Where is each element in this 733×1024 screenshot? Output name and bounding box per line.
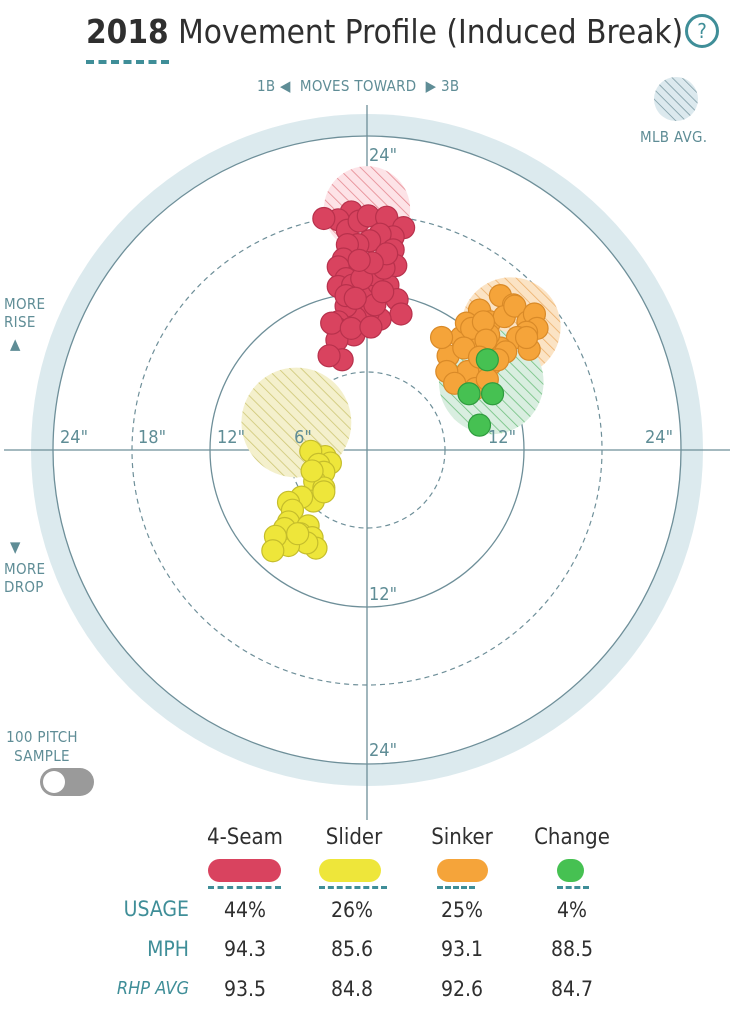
pitch-point-4seam-2 xyxy=(312,206,336,231)
pitch-point-change-3 xyxy=(467,413,492,437)
mlb-avg-label: MLB AVG. xyxy=(640,128,708,146)
pitch-point-sinker-21 xyxy=(514,325,539,350)
ring-labels: 24" 12" 24" 24" 18" 12" 6" 12" 24" xyxy=(60,145,673,761)
pitch-points xyxy=(261,200,549,563)
sample-label-line2: SAMPLE xyxy=(14,747,70,765)
direction-3b: 3B xyxy=(440,77,460,95)
more-drop-line2: DROP xyxy=(4,578,44,596)
title-year: 2018 xyxy=(86,12,169,51)
ring-label-left-18: 18" xyxy=(138,427,166,448)
triangle-left-icon: ◀ xyxy=(280,77,291,95)
cell-usage-slider: 26% xyxy=(331,898,373,922)
sample-toggle[interactable] xyxy=(40,768,94,796)
usage-bar-slider xyxy=(319,886,387,889)
pitch-point-sinker-5 xyxy=(503,294,527,318)
row-label-mph: MPH xyxy=(147,937,189,961)
sample-label-line1: 100 PITCH xyxy=(6,728,78,746)
chart-title: 2018 Movement Profile (Induced Break) xyxy=(86,12,683,51)
pitch-point-change-2 xyxy=(480,382,505,406)
pitch-point-slider-23 xyxy=(300,459,324,483)
row-label-usage: USAGE xyxy=(123,897,189,921)
pitch-point-4seam-22 xyxy=(389,302,413,326)
pitch-point-sinker-26 xyxy=(429,325,454,350)
cell-rhp-slider: 84.8 xyxy=(330,977,374,1001)
pitch-point-slider-19 xyxy=(286,522,310,546)
ring-label-right-12: 12" xyxy=(488,427,516,448)
ring-label-bottom-24: 24" xyxy=(369,740,397,761)
pitch-name-change: Change xyxy=(534,825,610,850)
pitch-point-slider-21 xyxy=(261,539,285,563)
cell-usage-sinker: 25% xyxy=(441,898,483,922)
help-icon[interactable]: ? xyxy=(685,14,719,48)
cell-mph-4seam: 94.3 xyxy=(223,937,267,961)
pitch-point-slider-22 xyxy=(312,480,336,504)
pill-change[interactable] xyxy=(557,859,584,882)
pitch-point-4seam-43 xyxy=(359,315,383,339)
ring-label-left-6: 6" xyxy=(294,427,312,448)
pill-4seam[interactable] xyxy=(208,859,281,882)
usage-bar-change xyxy=(557,886,589,889)
pitch-name-sinker: Sinker xyxy=(431,825,493,850)
ring-label-top: 24" xyxy=(369,145,397,166)
more-drop-line1: MORE xyxy=(4,560,46,578)
pitch-point-4seam-41 xyxy=(320,311,344,335)
title-text: Movement Profile (Induced Break) xyxy=(178,12,684,51)
pitch-point-4seam-39 xyxy=(371,280,395,304)
ring-label-bottom-12: 12" xyxy=(369,584,397,605)
mlb-avg-legend-swatch xyxy=(654,77,698,121)
more-rise-line2: RISE xyxy=(4,313,36,331)
ring-label-left-12: 12" xyxy=(217,427,245,448)
pill-sinker[interactable] xyxy=(437,859,488,882)
cell-mph-slider: 85.6 xyxy=(330,937,374,961)
pitch-point-change-0 xyxy=(475,348,499,372)
direction-moves-toward: MOVES TOWARD xyxy=(299,77,417,95)
more-drop-label: ▼ MORE DROP xyxy=(4,538,45,596)
more-rise-line1: MORE xyxy=(4,295,46,313)
cell-rhp-4seam: 93.5 xyxy=(223,977,267,1001)
row-label-rhp-avg: RHP AVG xyxy=(116,978,189,999)
toggle-knob xyxy=(43,771,65,793)
pitch-name-slider: Slider xyxy=(325,825,383,850)
pitch-name-4seam: 4-Seam xyxy=(207,825,283,850)
usage-bar-sinker xyxy=(437,886,475,889)
cell-mph-change: 88.5 xyxy=(550,937,594,961)
pitch-point-4seam-42 xyxy=(339,316,363,340)
usage-bar-4seam xyxy=(208,886,281,889)
cell-usage-4seam: 44% xyxy=(224,898,266,922)
pitch-point-4seam-44 xyxy=(317,344,341,368)
direction-1b: 1B xyxy=(257,77,276,95)
sample-label: 100 PITCH SAMPLE xyxy=(4,728,80,766)
cell-mph-sinker: 93.1 xyxy=(440,937,484,961)
pitch-point-change-1 xyxy=(457,382,481,406)
pitch-point-4seam-47 xyxy=(347,248,371,272)
triangle-down-icon: ▼ xyxy=(10,538,21,556)
triangle-right-icon: ▶ xyxy=(425,77,437,95)
ring-label-right-24: 24" xyxy=(645,427,673,448)
pill-slider[interactable] xyxy=(319,859,381,882)
triangle-up-icon: ▲ xyxy=(10,335,21,353)
direction-label: 1B ◀ MOVES TOWARD ▶ 3B xyxy=(257,77,459,95)
movement-chart: 24" 12" 24" 24" 18" 12" 6" 12" 24" xyxy=(4,77,730,820)
pitch-point-4seam-40 xyxy=(343,286,367,310)
cell-rhp-sinker: 92.6 xyxy=(440,977,484,1001)
cell-usage-change: 4% xyxy=(557,898,587,922)
more-rise-label: MORE RISE ▲ xyxy=(4,295,45,353)
cell-rhp-change: 84.7 xyxy=(550,977,594,1001)
ring-label-left-24: 24" xyxy=(60,427,88,448)
